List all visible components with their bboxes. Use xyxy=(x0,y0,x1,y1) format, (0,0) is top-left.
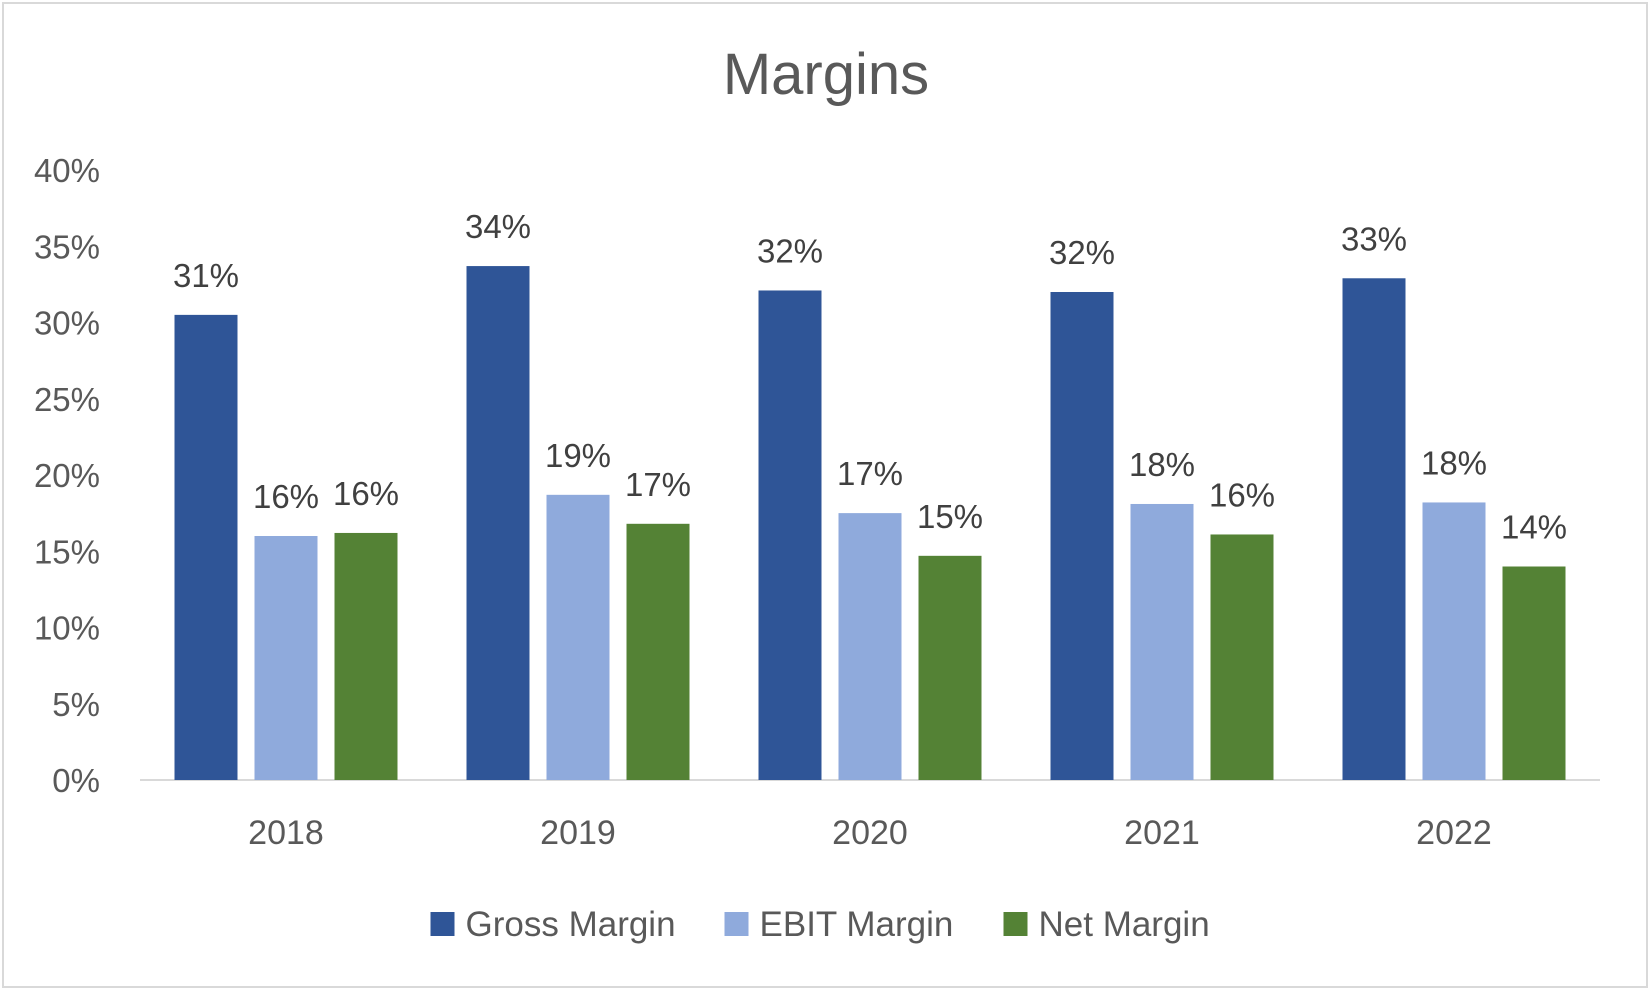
bar-gross-margin-2021 xyxy=(1050,292,1114,780)
bar-gross-margin-2020 xyxy=(758,290,822,780)
legend-swatch xyxy=(430,912,455,936)
bar-net-margin-2020 xyxy=(918,555,982,780)
y-axis: 0% 5% 10% 15% 20% 25% 30% 35% 40% xyxy=(34,152,100,799)
data-label: 18% xyxy=(1421,444,1487,481)
y-tick-label: 30% xyxy=(34,305,100,342)
legend-swatch xyxy=(724,912,749,936)
bar-ebit-margin-2022 xyxy=(1422,502,1486,780)
x-tick-label: 2022 xyxy=(1416,814,1492,852)
legend-label: Gross Margin xyxy=(466,905,676,944)
x-tick-label: 2018 xyxy=(248,814,324,852)
bar-area xyxy=(174,266,1566,780)
legend-label: EBIT Margin xyxy=(760,905,954,944)
y-tick-label: 40% xyxy=(34,152,100,189)
bar-ebit-margin-2019 xyxy=(546,494,610,780)
bar-net-margin-2019 xyxy=(626,523,690,780)
y-tick-label: 15% xyxy=(34,533,100,570)
x-tick-label: 2019 xyxy=(540,814,616,852)
data-label: 16% xyxy=(1209,476,1275,513)
x-tick-label: 2020 xyxy=(832,814,908,852)
y-tick-label: 0% xyxy=(52,762,100,799)
x-tick-label: 2021 xyxy=(1124,814,1200,852)
y-tick-label: 10% xyxy=(34,610,100,647)
bar-ebit-margin-2018 xyxy=(254,536,318,780)
data-label: 14% xyxy=(1501,509,1567,546)
y-tick-label: 5% xyxy=(52,686,100,723)
x-axis: 2018 2019 2020 2021 2022 xyxy=(248,814,1492,852)
y-tick-label: 25% xyxy=(34,381,100,418)
bar-gross-margin-2019 xyxy=(466,266,530,780)
legend-swatch xyxy=(1003,912,1028,936)
data-label: 32% xyxy=(1049,234,1115,271)
data-label: 16% xyxy=(333,475,399,512)
bar-ebit-margin-2021 xyxy=(1130,503,1194,780)
data-label: 16% xyxy=(253,478,319,515)
y-tick-label: 35% xyxy=(34,228,100,265)
data-label: 19% xyxy=(545,437,611,474)
bar-gross-margin-2018 xyxy=(174,314,238,780)
data-label: 34% xyxy=(465,208,531,245)
chart-title: Margins xyxy=(723,42,929,107)
data-label: 17% xyxy=(625,466,691,503)
bar-net-margin-2018 xyxy=(334,532,398,780)
data-labels: 31% 16% 16% 34% 19% 17% 32% 17% 15% 32% 18% 16% 33% 1… xyxy=(173,208,1567,545)
bar-net-margin-2021 xyxy=(1210,534,1274,780)
data-label: 15% xyxy=(917,498,983,535)
data-label: 31% xyxy=(173,257,239,294)
data-label: 33% xyxy=(1341,220,1407,257)
legend: Gross Margin EBIT Margin Net Margin xyxy=(430,905,1210,944)
bar-net-margin-2022 xyxy=(1502,566,1566,780)
bar-ebit-margin-2020 xyxy=(838,513,902,780)
data-label: 17% xyxy=(837,455,903,492)
bar-gross-margin-2022 xyxy=(1342,278,1406,780)
legend-label: Net Margin xyxy=(1039,905,1210,944)
data-label: 32% xyxy=(757,232,823,269)
data-label: 18% xyxy=(1129,446,1195,483)
y-tick-label: 20% xyxy=(34,457,100,494)
